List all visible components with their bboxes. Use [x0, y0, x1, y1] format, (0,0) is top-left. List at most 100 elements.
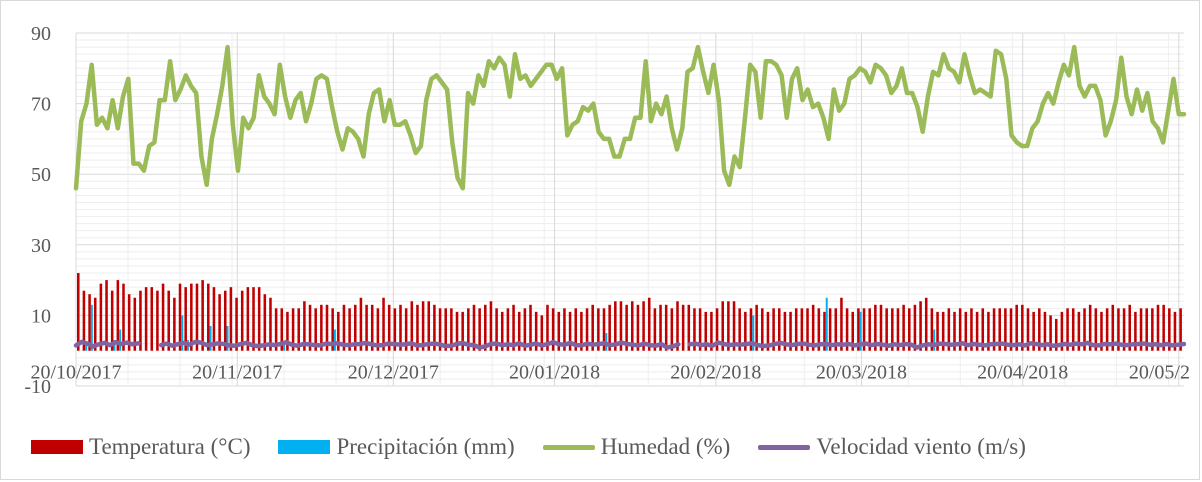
temperature-bar	[387, 304, 391, 351]
temperature-bar	[1060, 311, 1064, 351]
temperature-bar	[354, 304, 357, 351]
temperature-bar	[246, 287, 250, 351]
precipitation-bar	[933, 329, 936, 351]
temperature-bar	[444, 308, 447, 351]
temperature-bar	[631, 301, 634, 351]
temperature-bar	[325, 304, 329, 351]
temperature-bar	[919, 301, 922, 351]
temperature-bar	[1122, 308, 1126, 351]
temperature-bar	[82, 290, 86, 351]
temperature-bar	[359, 297, 363, 351]
temperature-bar	[580, 311, 583, 351]
temperature-bar	[738, 308, 741, 351]
temperature-bar	[1139, 308, 1143, 351]
temperature-bar	[546, 304, 549, 351]
x-tick-label: 20/03/2018	[816, 362, 907, 384]
temperature-bar	[687, 304, 691, 351]
temperature-bar	[1026, 308, 1030, 351]
temperature-bar	[1066, 308, 1069, 351]
temperature-bar	[399, 304, 402, 351]
x-tick-label: 20/10/2017	[30, 362, 121, 384]
temperature-bar	[77, 273, 80, 351]
temperature-bar	[342, 304, 346, 351]
temperature-bar	[450, 308, 453, 351]
temperature-bar	[958, 308, 962, 351]
temperature-bar	[382, 297, 385, 351]
temperature-bar	[636, 304, 640, 351]
temperature-bar	[845, 308, 849, 351]
precipitation-bar	[119, 329, 122, 351]
temperature-bar	[534, 311, 538, 351]
temperature-bar	[122, 283, 125, 351]
precipitation-bar	[283, 343, 286, 351]
temperature-bar	[167, 290, 170, 351]
temperature-bar	[647, 297, 651, 351]
temperature-bar	[495, 308, 498, 351]
precipitation-bar	[209, 325, 212, 351]
precipitation-bar	[226, 325, 229, 351]
temperature-bar	[416, 304, 419, 351]
temperature-bar	[964, 311, 968, 351]
temperature-bar	[744, 311, 747, 351]
temperature-bar	[1032, 311, 1035, 351]
temperature-bar	[286, 311, 289, 351]
temperature-bar	[936, 311, 939, 351]
temperature-bar	[303, 301, 306, 351]
temperature-bar	[393, 308, 397, 351]
temperature-bar	[1049, 315, 1052, 351]
temperature-bar	[755, 304, 758, 351]
temperature-bar	[834, 308, 838, 351]
temperature-bar	[1134, 311, 1137, 351]
temperature-bar	[794, 308, 798, 351]
temperature-bar	[467, 308, 470, 351]
temperature-bar	[953, 311, 956, 351]
y-tick-label: -10	[24, 376, 51, 398]
temperature-bar	[591, 304, 594, 351]
temperature-bar	[110, 290, 114, 351]
temperature-bar	[817, 308, 821, 351]
y-tick-label: 50	[31, 164, 51, 186]
precipitation-bar	[859, 311, 862, 351]
legend: Temperatura (°C) Precipitación (mm) Hume…	[31, 429, 1191, 465]
precipitation-bar	[90, 304, 93, 351]
temperature-bar	[670, 308, 674, 351]
temperature-bar	[404, 308, 408, 351]
temperature-bar	[523, 308, 527, 351]
x-tick-label: 20/02/2018	[670, 362, 761, 384]
temperature-bar	[331, 308, 334, 351]
temperature-bar	[1105, 308, 1109, 351]
temperature-bar	[930, 308, 934, 351]
temperature-bar	[190, 283, 193, 351]
legend-item-precipitation: Precipitación (mm)	[278, 434, 515, 460]
precipitation-bar	[181, 315, 184, 351]
temperature-bar	[908, 308, 911, 351]
temperature-bar	[721, 301, 724, 351]
temperature-bar	[1054, 318, 1058, 351]
temperature-bar	[500, 311, 504, 351]
temperature-bar	[879, 304, 883, 351]
temperature-bar	[478, 308, 481, 351]
temperature-bar	[433, 304, 436, 351]
temperature-bar	[732, 301, 736, 351]
temperature-bar	[811, 304, 815, 351]
temperature-bar	[557, 311, 561, 351]
temperature-bar	[144, 287, 148, 351]
temperature-bar	[783, 311, 787, 351]
x-tick-label: 20/05/2	[1129, 362, 1190, 384]
temperature-bar	[517, 311, 521, 351]
temperature-bar	[1151, 308, 1154, 351]
temperature-bar	[664, 304, 668, 351]
legend-label-precipitation: Precipitación (mm)	[336, 434, 515, 459]
temperature-bar	[896, 308, 900, 351]
temperature-bar	[320, 304, 323, 351]
temperature-bar	[828, 308, 832, 351]
temperature-bar	[184, 287, 187, 351]
temperature-bar	[88, 294, 91, 351]
temperature-bar	[229, 287, 233, 351]
temperature-bar	[240, 290, 244, 351]
temperature-bar	[484, 304, 487, 351]
temperature-bar	[116, 280, 120, 351]
temperature-bar	[608, 304, 611, 351]
temperature-bar	[874, 304, 877, 351]
temperature-bar	[715, 308, 719, 351]
